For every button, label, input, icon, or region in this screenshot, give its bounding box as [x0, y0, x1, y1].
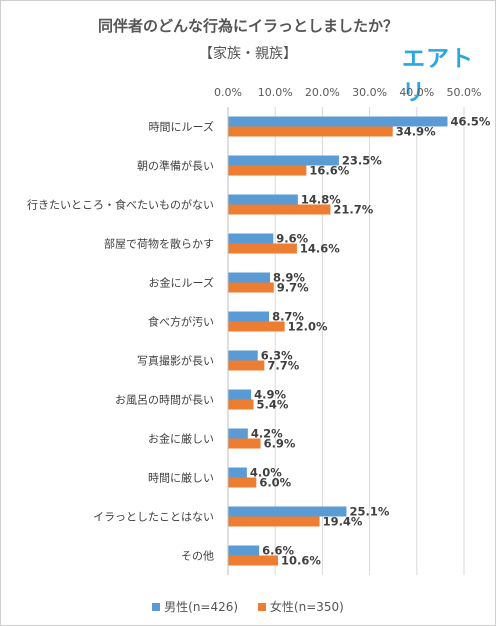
category-label: お金に厳しい: [148, 432, 214, 446]
bar: [228, 428, 248, 439]
bar: [228, 155, 339, 166]
legend-swatch-male: [152, 602, 161, 611]
bar: [228, 204, 331, 215]
bar: [228, 311, 270, 322]
bar: [228, 194, 298, 205]
x-tick-label: 20.0%: [305, 86, 340, 99]
x-tick-label: 40.0%: [399, 86, 434, 99]
data-label: 25.1%: [349, 505, 389, 519]
category-label: 行きたいところ・食べたいものがない: [27, 198, 214, 212]
data-label: 23.5%: [342, 154, 382, 168]
bar: [228, 165, 307, 176]
category-label: 時間に厳しい: [148, 471, 214, 485]
data-label: 7.7%: [267, 359, 299, 373]
x-tick-label: 30.0%: [352, 86, 387, 99]
data-label: 19.4%: [323, 515, 363, 529]
data-label: 14.8%: [301, 193, 341, 207]
bar: [228, 467, 247, 478]
x-tick-label: 0.0%: [214, 86, 242, 99]
data-label: 4.0%: [250, 466, 282, 480]
bar: [228, 126, 393, 137]
data-label: 10.6%: [281, 554, 321, 568]
legend-item-female: 女性(n=350): [257, 598, 344, 615]
data-label: 14.6%: [300, 242, 340, 256]
bar: [228, 545, 260, 556]
data-label: 6.3%: [261, 349, 293, 363]
category-label: お風呂の時間が長い: [115, 393, 214, 407]
data-label: 12.0%: [288, 320, 328, 334]
bar: [228, 360, 265, 371]
data-label: 4.2%: [251, 427, 283, 441]
category-label: 朝の準備が長い: [137, 159, 214, 173]
chart-title: 同伴者のどんな行為にイラっとしましたか？: [97, 17, 398, 35]
legend-item-male: 男性(n=426): [152, 598, 238, 615]
bar: [228, 350, 258, 361]
data-label: 9.6%: [276, 232, 308, 246]
bar: [228, 438, 261, 449]
data-label: 8.7%: [272, 310, 304, 324]
data-label: 16.6%: [309, 164, 349, 178]
bar: [228, 233, 274, 244]
bar: [228, 516, 320, 527]
bar: [228, 243, 297, 254]
data-label: 8.9%: [273, 271, 305, 285]
legend-label-male: 男性(n=426): [164, 600, 239, 614]
bar-chart: 0.0% 10.0% 20.0% 30.0% 40.0% 50.0% 時間にルーズ 46.5%…: [27, 86, 491, 575]
bar: [228, 321, 285, 332]
data-label: 6.9%: [264, 437, 296, 451]
legend-swatch-female: [257, 602, 266, 611]
legend: 男性(n=426) 女性(n=350): [1, 598, 495, 615]
x-tick-label: 10.0%: [258, 86, 293, 99]
bar: [228, 116, 448, 127]
data-label: 9.7%: [277, 281, 309, 295]
data-label: 6.0%: [259, 476, 291, 490]
data-label: 6.6%: [262, 544, 294, 558]
data-label: 4.9%: [254, 388, 286, 402]
data-label: 46.5%: [450, 115, 490, 129]
bar: [228, 506, 347, 517]
category-label: 時間にルーズ: [149, 120, 214, 134]
category-label: 写真撮影が長い: [137, 354, 214, 368]
category-label: イラっとしたことはない: [93, 511, 214, 524]
legend-label-female: 女性(n=350): [269, 600, 344, 614]
bar: [228, 282, 274, 293]
category-label: 食べ方が汚い: [148, 315, 214, 329]
chart-subtitle: 【家族・親族】: [199, 46, 297, 62]
data-label: 5.4%: [256, 398, 288, 412]
category-label: 部屋で荷物を散らかす: [104, 237, 214, 251]
data-label: 21.7%: [333, 203, 373, 217]
bar: [228, 477, 257, 488]
bar: [228, 555, 279, 566]
category-label: お金にルーズ: [149, 276, 214, 290]
brand-logo: エアトリ: [402, 46, 474, 106]
bar: [228, 272, 271, 283]
data-label: 34.9%: [396, 125, 436, 139]
bar: [228, 389, 252, 400]
category-label: その他: [181, 550, 214, 563]
bar: [228, 399, 254, 410]
x-tick-label: 50.0%: [447, 86, 482, 99]
